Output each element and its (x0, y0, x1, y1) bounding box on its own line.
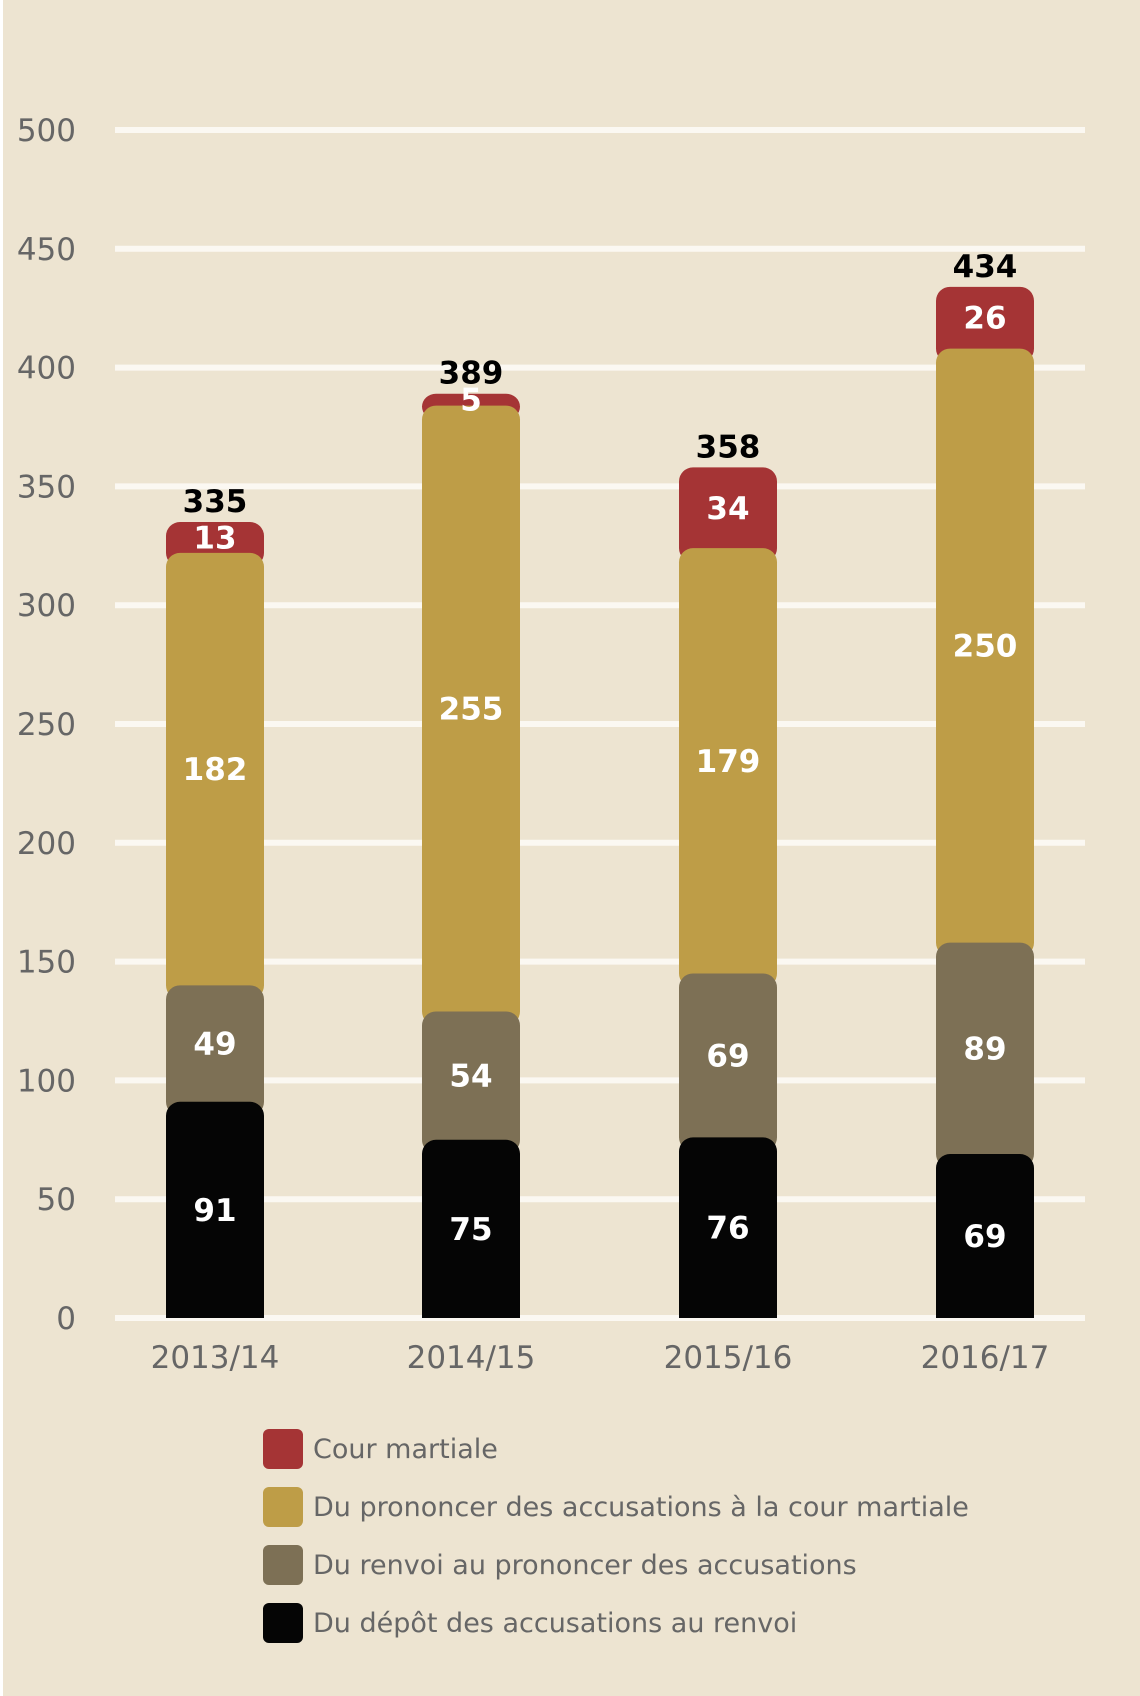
y-tick-label: 50 (37, 1182, 76, 1218)
x-category-label: 2014/15 (407, 1340, 536, 1376)
data-label: 89 (963, 1031, 1006, 1067)
bar-base (936, 1304, 1034, 1318)
legend-swatch (263, 1545, 303, 1585)
legend-label: Cour martiale (313, 1433, 498, 1465)
data-label: 75 (449, 1212, 492, 1248)
chart-panel: 0 50 100 150 200 250 300 350 400 450 500 91 49 182 13… (3, 0, 1140, 1696)
data-label: 49 (193, 1027, 236, 1063)
data-label: 255 (439, 692, 504, 728)
total-label: 389 (439, 356, 504, 392)
y-tick-label: 0 (56, 1301, 76, 1337)
data-label: 34 (706, 491, 749, 527)
stacked-bar-chart: 0 50 100 150 200 250 300 350 400 450 500 91 49 182 13… (17, 113, 1085, 1376)
data-label: 13 (193, 520, 236, 556)
data-label: 91 (193, 1193, 236, 1229)
legend-label: Du renvoi au prononcer des accusations (313, 1549, 857, 1581)
x-category-label: 2016/17 (921, 1340, 1050, 1376)
data-label: 76 (706, 1211, 749, 1247)
y-tick-label: 500 (17, 113, 76, 149)
legend: Cour martiale Du prononcer des accusation… (263, 1420, 1123, 1652)
bar-segment (936, 286, 1034, 363)
bar-segment (679, 973, 777, 1152)
y-tick-label: 450 (17, 232, 76, 268)
data-label: 69 (706, 1038, 749, 1074)
total-label: 358 (696, 429, 761, 465)
bar-segment (679, 1137, 777, 1318)
legend-item: Cour martiale (263, 1420, 1123, 1478)
bar-segment (422, 1011, 520, 1154)
data-label: 250 (953, 629, 1018, 665)
gridlines (115, 127, 1085, 1321)
y-tick-label: 150 (17, 945, 76, 981)
bar-segment (936, 942, 1034, 1169)
legend-swatch (263, 1487, 303, 1527)
legend-item: Du renvoi au prononcer des accusations (263, 1536, 1123, 1594)
legend-item: Du prononcer des accusations à la cour m… (263, 1478, 1123, 1536)
bar-segment (679, 467, 777, 563)
bar-segment (936, 348, 1034, 957)
data-label: 69 (963, 1219, 1006, 1255)
legend-label: Du prononcer des accusations à la cour m… (313, 1491, 969, 1523)
legend-label: Du dépôt des accusations au renvoi (313, 1607, 798, 1639)
data-label: 26 (963, 301, 1006, 337)
y-tick-label: 400 (17, 351, 76, 387)
bar-segment (936, 1154, 1034, 1318)
bar-segment (166, 1101, 264, 1318)
data-label: 182 (183, 752, 248, 788)
y-tick-label: 250 (17, 707, 76, 743)
x-category-label: 2013/14 (151, 1340, 280, 1376)
y-tick-label: 300 (17, 588, 76, 624)
x-category-label: 2015/16 (664, 1340, 793, 1376)
total-label: 434 (953, 249, 1018, 285)
legend-swatch (263, 1429, 303, 1469)
legend-swatch (263, 1603, 303, 1643)
bar-segment (679, 548, 777, 988)
bar-segment (166, 985, 264, 1116)
data-label: 179 (696, 744, 761, 780)
bar-base (422, 1304, 520, 1318)
y-tick-label: 350 (17, 469, 76, 505)
y-axis-tick-labels: 0 50 100 150 200 250 300 350 400 450 500 (17, 113, 76, 1337)
bar-segment (422, 1139, 520, 1318)
y-tick-label: 200 (17, 826, 76, 862)
data-label: 5 (460, 383, 482, 419)
bar-base (679, 1304, 777, 1318)
bar-segment (166, 552, 264, 1000)
y-tick-label: 100 (17, 1063, 76, 1099)
legend-item: Du dépôt des accusations au renvoi (263, 1594, 1123, 1652)
bar-segment (422, 405, 520, 1026)
bar-base (166, 1304, 264, 1318)
x-axis-category-labels: 2013/14 2014/15 2015/16 2016/17 (151, 1340, 1050, 1376)
data-label: 54 (449, 1059, 492, 1095)
total-label: 335 (183, 484, 248, 520)
